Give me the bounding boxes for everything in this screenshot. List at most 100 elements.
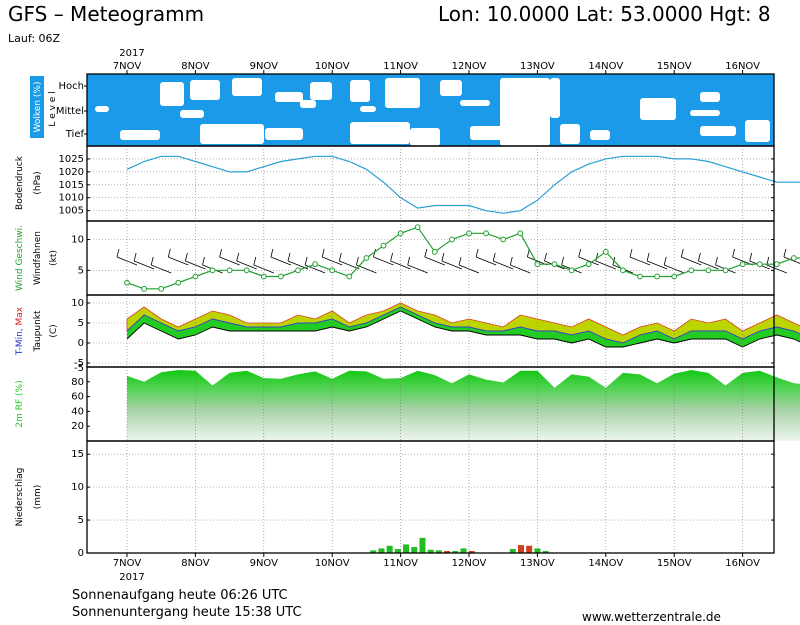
precip-bar <box>534 548 541 553</box>
wind-speed-point <box>756 261 763 268</box>
clear-sky-patch <box>350 80 370 102</box>
panel-frame <box>86 145 775 222</box>
wind-barb-flag <box>270 248 274 258</box>
x-tick-label-top: 10NOV <box>315 61 350 72</box>
precip-bar <box>509 549 516 553</box>
x-tick-label-bottom: 8NOV <box>181 558 210 569</box>
wind-speed-point <box>363 255 370 261</box>
temperature-axis-label: T-Min, Max <box>15 306 25 356</box>
wind-barb <box>783 256 800 264</box>
x-tick-label-top: 14NOV <box>588 61 623 72</box>
pressure-unit-label: (hPa) <box>33 171 43 194</box>
precip-bar <box>468 551 475 553</box>
precip-axis-label: Niederschlag <box>15 468 25 527</box>
x-tick-label-top: 9NOV <box>250 61 279 72</box>
wind-speed-point <box>226 267 233 274</box>
y-tick-label: 1020 <box>59 167 84 178</box>
clear-sky-patch <box>690 110 720 116</box>
clear-sky-patch <box>640 98 676 120</box>
x-tick-label-top: 15NOV <box>657 61 692 72</box>
wind-speed-point <box>158 285 165 292</box>
precip-bar <box>435 550 442 553</box>
pressure-line <box>126 155 800 214</box>
wind-speed-point <box>654 273 660 280</box>
wind-axis-label: Wind Geschwi. <box>15 225 25 291</box>
website-link[interactable]: www.wetterzentrale.de <box>582 610 721 624</box>
wind-barb-flag <box>236 252 240 262</box>
precip-bar <box>452 551 459 553</box>
y-tick-label: 10 <box>71 298 84 309</box>
chart-title: GFS – Meteogramm <box>8 2 205 26</box>
wind-barb-flag <box>356 256 359 266</box>
wind-speed-point <box>568 267 575 274</box>
clear-sky-patch <box>300 100 316 108</box>
clear-sky-patch <box>180 110 204 118</box>
y-tick-label: -5 <box>74 363 84 374</box>
wind-barb-flag <box>561 256 564 266</box>
wind-speed-point <box>380 242 387 249</box>
precip-bar <box>394 549 401 553</box>
wind-speed-point <box>431 248 438 255</box>
wind-barb-flag <box>629 248 633 258</box>
wind-speed-point <box>585 261 592 268</box>
wind-barb-flag <box>373 248 376 258</box>
y-tick-label: 1025 <box>59 154 84 165</box>
precip-bar <box>444 551 451 553</box>
y-tick-label: 5 <box>78 515 84 526</box>
precip-bar <box>427 549 434 553</box>
wind-barb <box>390 260 411 270</box>
wind-barb-flag <box>492 252 496 262</box>
x-tick-label-top: 8NOV <box>181 61 210 72</box>
clear-sky-patch <box>590 130 610 140</box>
wind-speed-point <box>449 236 455 243</box>
wind-barb <box>510 264 531 274</box>
y-tick-label: 0 <box>78 338 84 349</box>
wind-speed-point <box>141 285 148 292</box>
wind-barb-flag <box>680 248 684 258</box>
temperature-unit-label: (C) <box>49 324 59 337</box>
x-tick-label-top: 12NOV <box>452 61 487 72</box>
wind-barb <box>219 256 240 266</box>
year-label-bottom: 2017 <box>119 572 144 583</box>
wind-speed-point <box>483 230 490 237</box>
wind-speed-point <box>791 255 797 261</box>
precip-bar <box>411 547 418 553</box>
wind-barb-flag <box>185 252 188 262</box>
y-tick-label: 10 <box>71 482 84 493</box>
clear-sky-patch <box>460 100 490 106</box>
cloud-level-label: Hoch <box>59 81 84 92</box>
wind-barb-flag <box>133 252 137 262</box>
wind-barb-flag <box>407 256 411 266</box>
wind-barb-flag <box>441 252 445 262</box>
panel-frame <box>86 440 775 554</box>
year-label-top: 2017 <box>119 48 144 59</box>
clear-sky-patch <box>232 78 262 96</box>
clear-sky-patch <box>440 80 462 96</box>
wind-barb <box>441 260 463 270</box>
wind-speed-point <box>739 261 746 268</box>
wind-speed-point <box>688 267 695 274</box>
clear-sky-patch <box>745 120 770 142</box>
wind-speed-point <box>620 267 626 274</box>
level-axis-label: L e v e l <box>48 91 58 126</box>
wind-barb <box>578 256 599 266</box>
wind-barb <box>168 256 189 266</box>
x-tick-label-bottom: 12NOV <box>452 558 487 569</box>
wind-barb-flag <box>219 248 222 258</box>
wind-barb-flag <box>663 256 667 266</box>
cloud-label-box <box>30 76 44 138</box>
clear-sky-patch <box>700 126 736 136</box>
clear-sky-patch <box>410 128 440 146</box>
precip-bar <box>370 550 377 553</box>
x-tick-label-bottom: 13NOV <box>520 558 555 569</box>
wind-speed-point <box>517 230 524 237</box>
model-run-label: Lauf: 06Z <box>8 32 61 45</box>
cloud-level-label: Mittel <box>56 106 84 117</box>
t-min-line <box>126 306 800 344</box>
wind-barb-flag <box>732 248 735 258</box>
x-tick-label-bottom: 7NOV <box>113 558 142 569</box>
y-tick-label: 60 <box>71 392 84 403</box>
y-tick-label: 15 <box>71 449 84 460</box>
wind-barb <box>475 256 497 266</box>
x-tick-label-top: 16NOV <box>725 61 760 72</box>
